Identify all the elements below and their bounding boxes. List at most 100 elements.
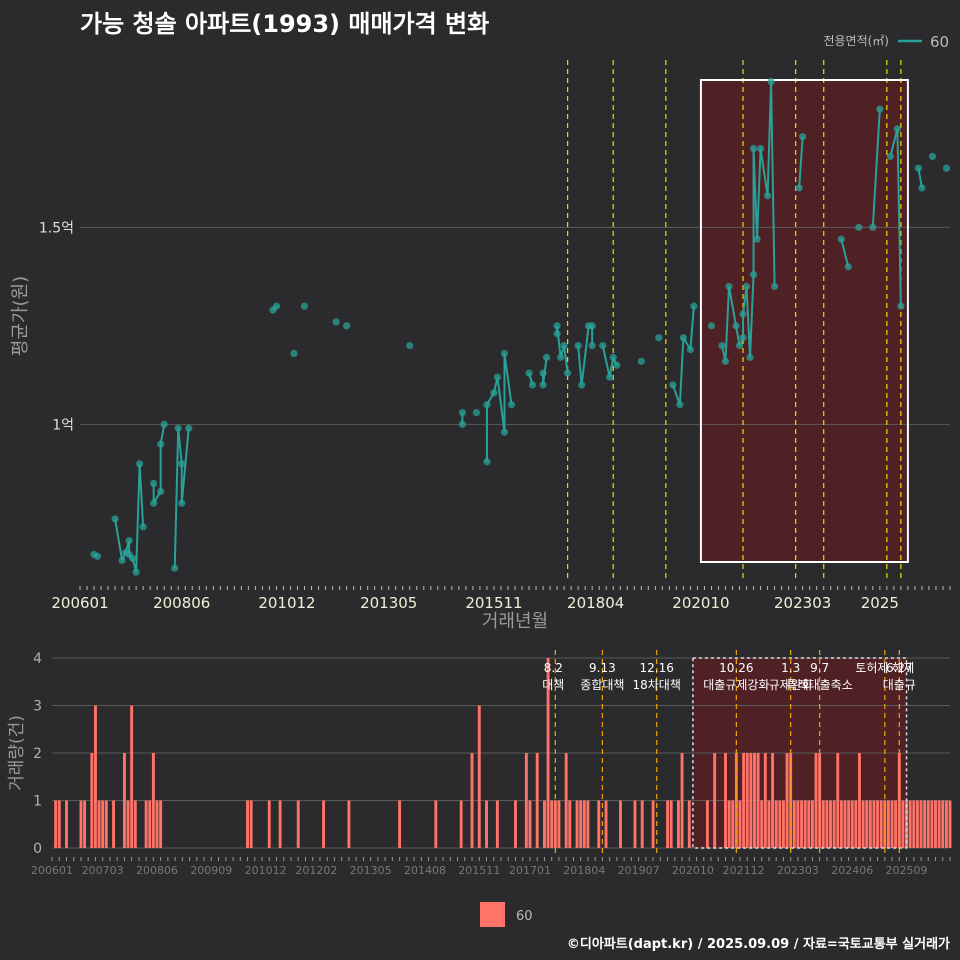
price-line-segment <box>889 128 899 157</box>
price-point <box>539 369 547 377</box>
volume-bar <box>94 705 97 848</box>
volume-bar <box>734 753 738 848</box>
volume-bar <box>651 800 655 848</box>
volume-y-axis-title: 거래량(건) <box>7 715 27 791</box>
volume-x-tick-label: 200703 <box>82 864 124 877</box>
price-point <box>472 408 481 417</box>
volume-highlight-frame <box>692 657 908 849</box>
price-point <box>118 556 126 564</box>
volume-bar <box>872 800 876 848</box>
volume-x-tick-label: 201202 <box>295 864 337 877</box>
volume-bar <box>832 800 836 848</box>
price-point <box>679 334 687 342</box>
price-x-tick-label: 201804 <box>567 594 624 612</box>
price-point <box>560 341 568 350</box>
volume-bar <box>934 800 937 848</box>
volume-bar <box>850 800 854 848</box>
price-point <box>111 515 119 523</box>
price-point <box>178 460 186 468</box>
price-point <box>150 499 158 507</box>
price-point <box>272 302 281 310</box>
volume-bar <box>847 800 851 848</box>
price-point <box>837 235 845 243</box>
price-point <box>578 381 586 389</box>
price-point <box>185 424 193 432</box>
price-point <box>876 105 884 113</box>
volume-bar <box>65 800 68 848</box>
price-point <box>458 420 466 428</box>
volume-bar <box>774 800 778 848</box>
volume-bar <box>434 800 438 848</box>
volume-bar <box>763 753 767 848</box>
volume-bar <box>579 800 583 848</box>
price-point <box>528 381 537 389</box>
volume-y-tick-label: 4 <box>33 651 42 667</box>
price-point <box>686 345 695 354</box>
volume-policy-annotation: 종합대책 <box>580 677 624 692</box>
volume-y-tick-label: 3 <box>33 699 42 715</box>
price-point <box>542 353 551 361</box>
volume-bar <box>57 800 61 848</box>
price-point <box>770 282 779 291</box>
price-point <box>483 458 491 466</box>
volume-bar <box>557 800 561 848</box>
volume-policy-annotation: 18차대책 <box>633 677 681 692</box>
price-point <box>507 401 516 409</box>
price-point <box>332 318 340 326</box>
volume-bar <box>666 800 670 848</box>
volume-bar <box>745 753 749 848</box>
volume-bar <box>144 800 148 848</box>
volume-bar <box>83 800 87 848</box>
volume-bar <box>148 800 152 848</box>
price-line-segment <box>759 148 769 196</box>
price-legend-title: 전용면적(㎡) <box>823 34 889 48</box>
volume-bar <box>753 753 756 848</box>
volume-bar <box>810 800 814 848</box>
volume-bar <box>485 800 488 848</box>
price-line-segment <box>749 274 755 358</box>
volume-policy-annotation: 대출규 <box>883 678 916 692</box>
price-point <box>897 302 905 310</box>
volume-bar <box>843 800 847 848</box>
price-point <box>942 164 951 172</box>
price-line-segment <box>840 238 850 267</box>
volume-bar <box>568 800 572 848</box>
price-point <box>553 322 561 330</box>
price-point <box>893 125 901 133</box>
volume-bar <box>789 753 793 848</box>
volume-x-tick-label: 201701 <box>509 864 551 877</box>
volume-bar <box>550 800 554 848</box>
volume-bar <box>687 800 691 848</box>
volume-bar <box>524 753 528 848</box>
volume-bar <box>543 800 546 848</box>
volume-bar <box>724 753 727 848</box>
price-point <box>739 310 747 318</box>
volume-bar <box>101 800 105 848</box>
volume-policy-annotation: 8.2 <box>544 661 563 675</box>
price-point <box>93 552 102 560</box>
volume-bar <box>514 800 517 848</box>
volume-legend-label: 60 <box>516 909 533 924</box>
volume-bar <box>868 800 872 848</box>
volume-bar <box>604 800 608 848</box>
volume-bar <box>742 753 746 848</box>
volume-bar <box>865 800 869 848</box>
price-point <box>553 330 561 338</box>
volume-bar <box>546 658 550 848</box>
volume-bar <box>669 800 673 848</box>
volume-bar <box>771 753 775 848</box>
volume-bar <box>767 800 771 848</box>
price-point <box>178 499 186 507</box>
price-point <box>918 184 926 192</box>
volume-x-tick-label: 202509 <box>886 864 928 877</box>
volume-bar <box>829 800 832 848</box>
price-y-axis-title: 평균가(원) <box>10 276 31 356</box>
volume-bar <box>133 800 137 848</box>
price-point <box>500 349 509 358</box>
volume-bar <box>619 800 622 848</box>
volume-bar <box>778 800 782 848</box>
volume-bar <box>948 800 952 848</box>
volume-bar <box>876 800 880 848</box>
price-point <box>539 381 547 389</box>
